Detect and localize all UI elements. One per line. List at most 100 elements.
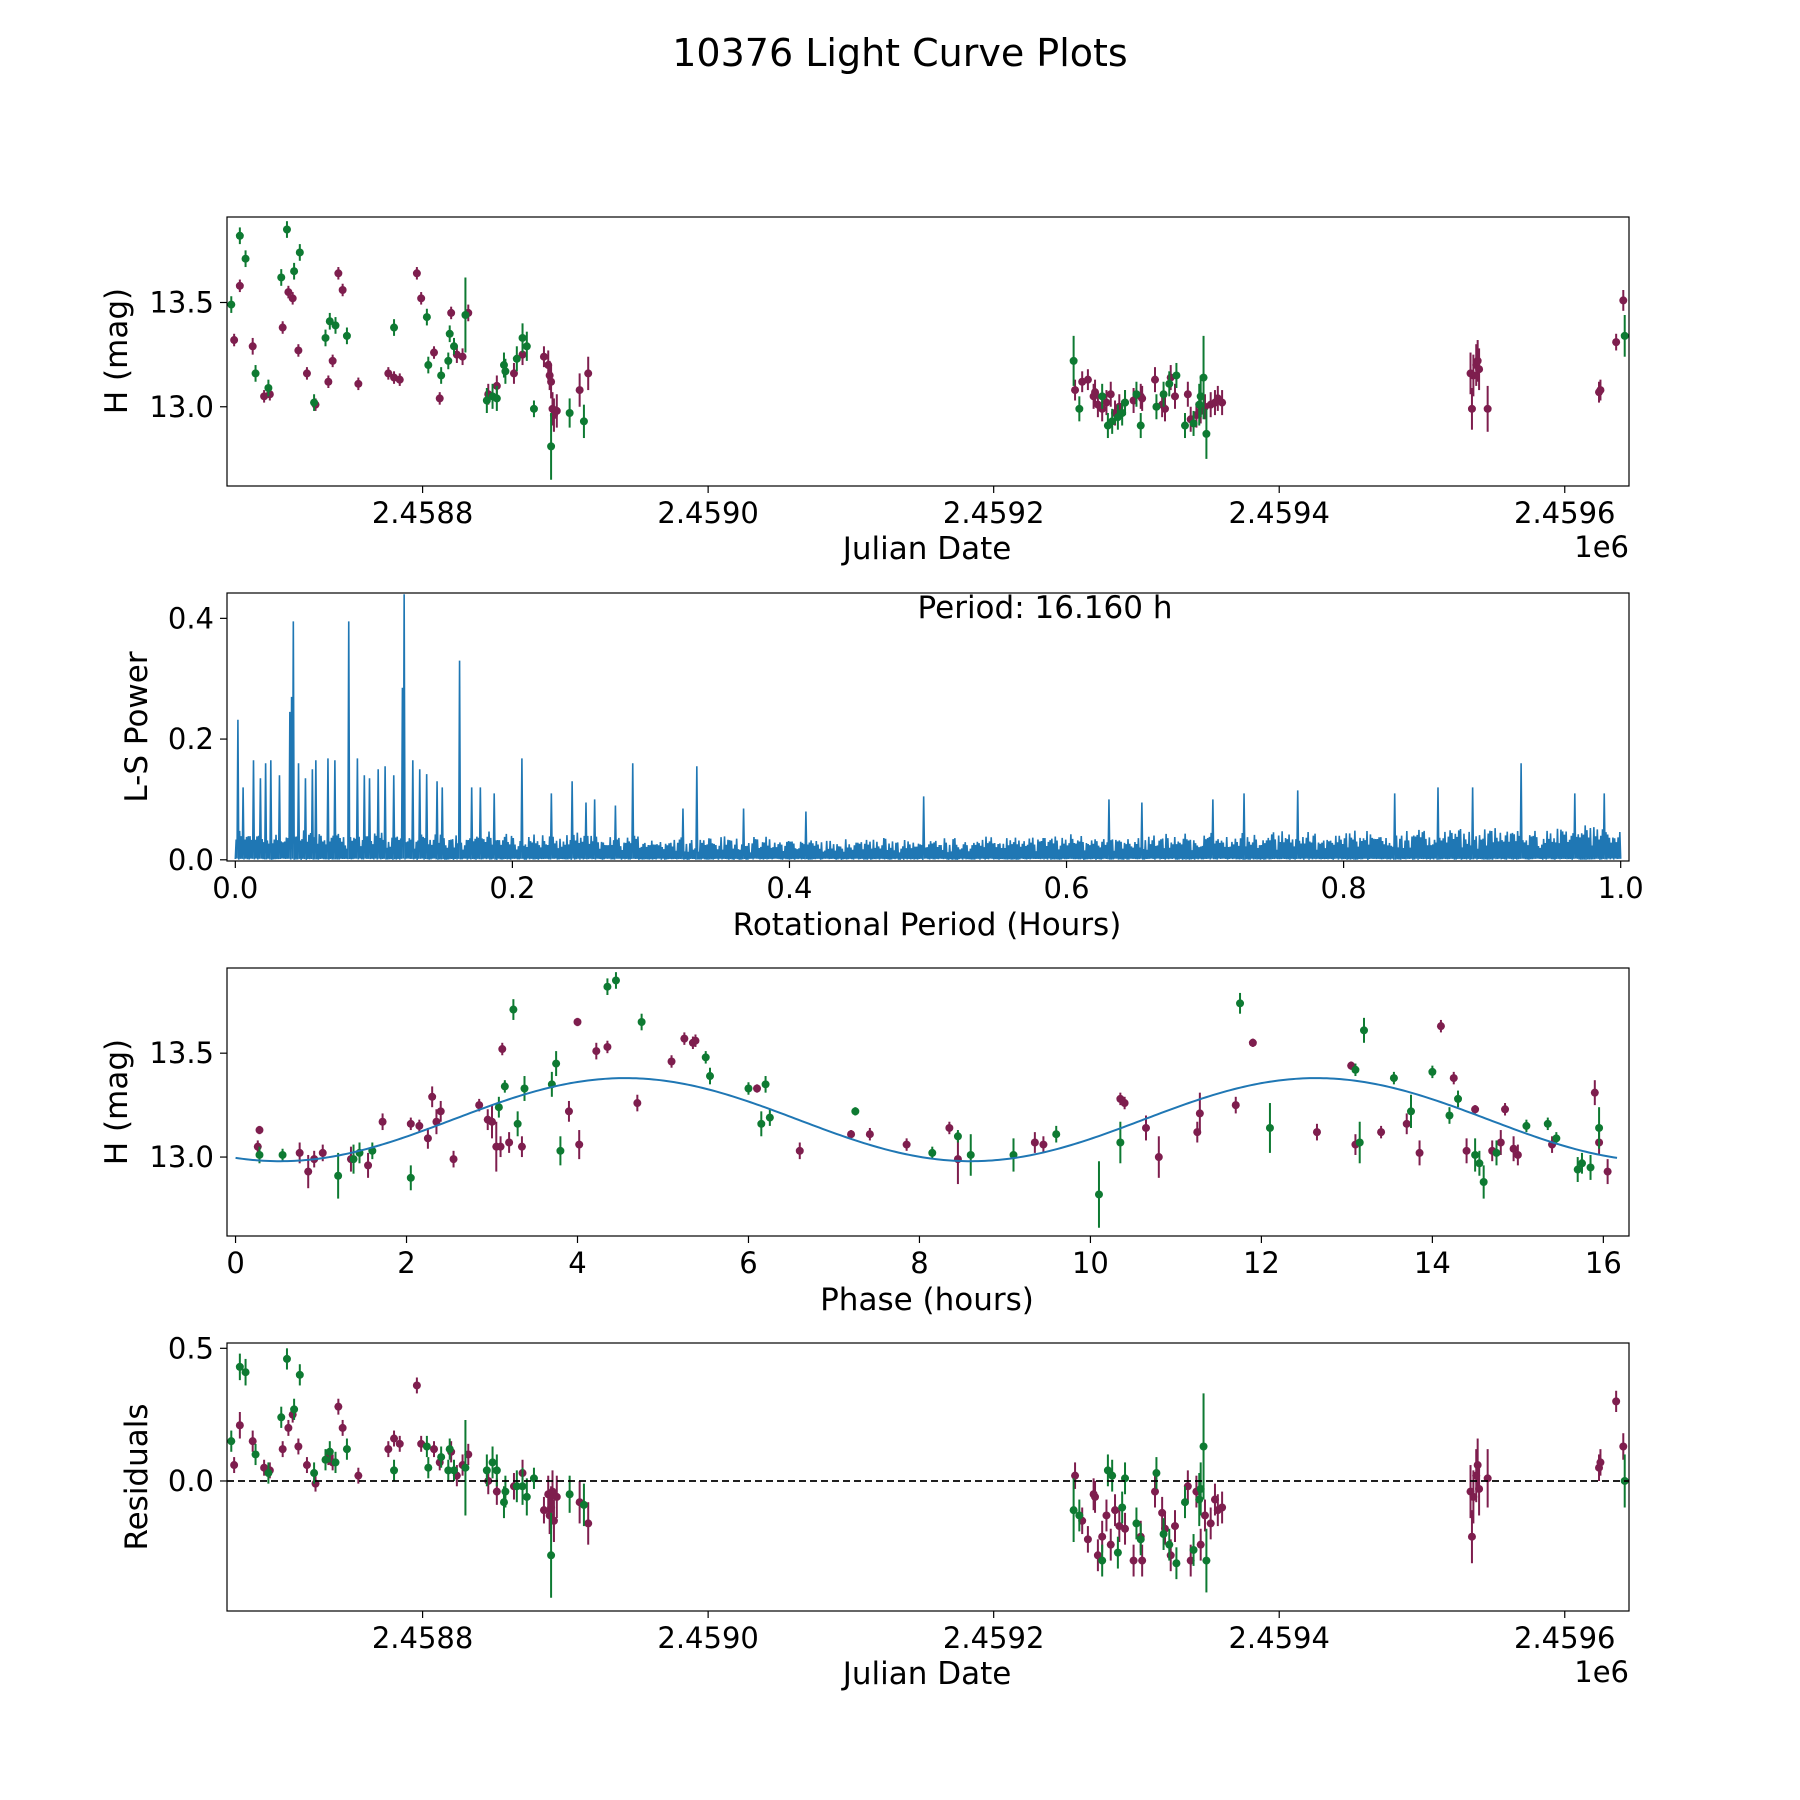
periodogram-y-tick-label: 0.2 [168,722,214,756]
phased-x-tick-label: 6 [739,1246,757,1280]
residuals-data-point [248,1437,257,1446]
residuals-data-point [302,1461,311,1470]
phased-data-point [496,1142,505,1151]
lightcurve-x-tick-label: 2.4592 [943,496,1044,530]
residuals-data-point [1218,1503,1227,1512]
lightcurve-y-tick-label: 13.0 [149,390,214,424]
residuals-data-point [1475,1484,1484,1493]
residuals-data-point [1083,1535,1092,1544]
residuals-data-point [331,1458,340,1467]
lightcurve-data-point [384,369,393,378]
phased-data-point [1603,1167,1612,1176]
phased-data-point [1141,1123,1150,1132]
phased-data-point [1573,1165,1582,1174]
lightcurve-data-point [1475,365,1484,374]
phased-data-point [928,1148,937,1157]
residuals-data-point [284,1423,293,1432]
residuals-data-point [395,1439,404,1448]
lightcurve-data-point [424,361,433,370]
residuals-data-point [1170,1522,1179,1531]
phased-data-point [1094,1190,1103,1199]
phased-data-point [1492,1148,1501,1157]
residuals-data-point [1138,1556,1147,1565]
lightcurve-data-point [1151,375,1160,384]
lightcurve-data-point [282,225,291,234]
residuals-data-point [1180,1498,1189,1507]
residuals-data-point [310,1469,319,1478]
residuals-x-tick-label: 2.4596 [1514,1621,1615,1655]
phased-data-point [255,1126,264,1135]
lightcurve-data-point [435,394,444,403]
phased-data-point [1479,1177,1488,1186]
phased-data-point [575,1140,584,1149]
phased-data-point [278,1150,287,1159]
phased-x-tick-label: 0 [226,1246,244,1280]
lightcurve-data-point [492,394,501,403]
lightcurve-data-point [1195,400,1204,409]
lightcurve-data-point [482,396,491,405]
lightcurve-data-point [1069,356,1078,365]
periodogram-y-tick-label: 0.0 [168,843,214,877]
lightcurve-data-point [334,269,343,278]
phased-data-point [1231,1101,1240,1110]
lightcurve-data-point [450,342,459,351]
residuals-data-point [321,1455,330,1464]
residuals-data-point [492,1487,501,1496]
lightcurve-data-point [1102,398,1111,407]
phased-axes: 0 2 4 6 8 10 12 14 16 13.0 13.5 [149,1036,1621,1280]
periodogram-axes-frame [226,592,1630,862]
lightcurve-plot-area [227,221,1629,480]
residuals-data-point [294,1442,303,1451]
lightcurve-data-point [1160,404,1169,413]
phased-data-point [667,1057,676,1066]
residuals-data-point [512,1482,521,1491]
lightcurve-data-point [518,350,527,359]
residuals-data-point [1098,1532,1107,1541]
lightcurve-data-point [529,404,538,413]
residuals-data-point [338,1423,347,1432]
phased-data-point [761,1080,770,1089]
periodogram-plot-area [234,594,1622,860]
lightcurve-x-tick-label: 2.4596 [1514,496,1615,530]
phased-data-point [573,1018,582,1027]
residuals-data-point [450,1466,459,1475]
phased-data-point [706,1072,715,1081]
phased-data-point [1595,1123,1604,1132]
residuals-data-point [1596,1458,1605,1467]
lightcurve-data-point [1098,392,1107,401]
residuals-data-point [342,1445,351,1454]
phased-data-point [520,1084,529,1093]
phased-data-point [1154,1153,1163,1162]
lightcurve-data-point [354,379,363,388]
phased-data-point [1449,1074,1458,1083]
phased-data-point [1351,1065,1360,1074]
lightcurve-data-point [565,409,574,418]
phased-x-tick-label: 14 [1414,1246,1451,1280]
phased-data-point [475,1101,484,1110]
phased-data-point [953,1132,962,1141]
phased-data-point [701,1053,710,1062]
phased-data-point [552,1059,561,1068]
residuals-data-point [227,1437,236,1446]
phased-x-tick-label: 16 [1585,1246,1622,1280]
lightcurve-data-point [1620,331,1629,340]
residuals-data-point [264,1469,273,1478]
phased-data-point [513,1119,522,1128]
phased-x-tick-label: 10 [1072,1246,1109,1280]
phased-data-point [1590,1088,1599,1097]
phased-data-point [436,1107,445,1116]
lightcurve-data-point [501,367,510,376]
lightcurve-data-point [1612,338,1621,347]
lightcurve-x-axis-label: Julian Date [841,531,1012,567]
phased-data-point [744,1084,753,1093]
phased-model-fit-line [235,1077,1618,1163]
residuals-data-point [547,1551,556,1560]
lightcurve-data-point [1473,356,1482,365]
lightcurve-data-point [522,342,531,351]
lightcurve-x-tick-label: 2.4588 [372,496,473,530]
residuals-data-point [482,1466,491,1475]
lightcurve-data-point [248,342,257,351]
residuals-data-point [584,1519,593,1528]
phased-data-point [517,1142,526,1151]
residuals-data-point [235,1421,244,1430]
